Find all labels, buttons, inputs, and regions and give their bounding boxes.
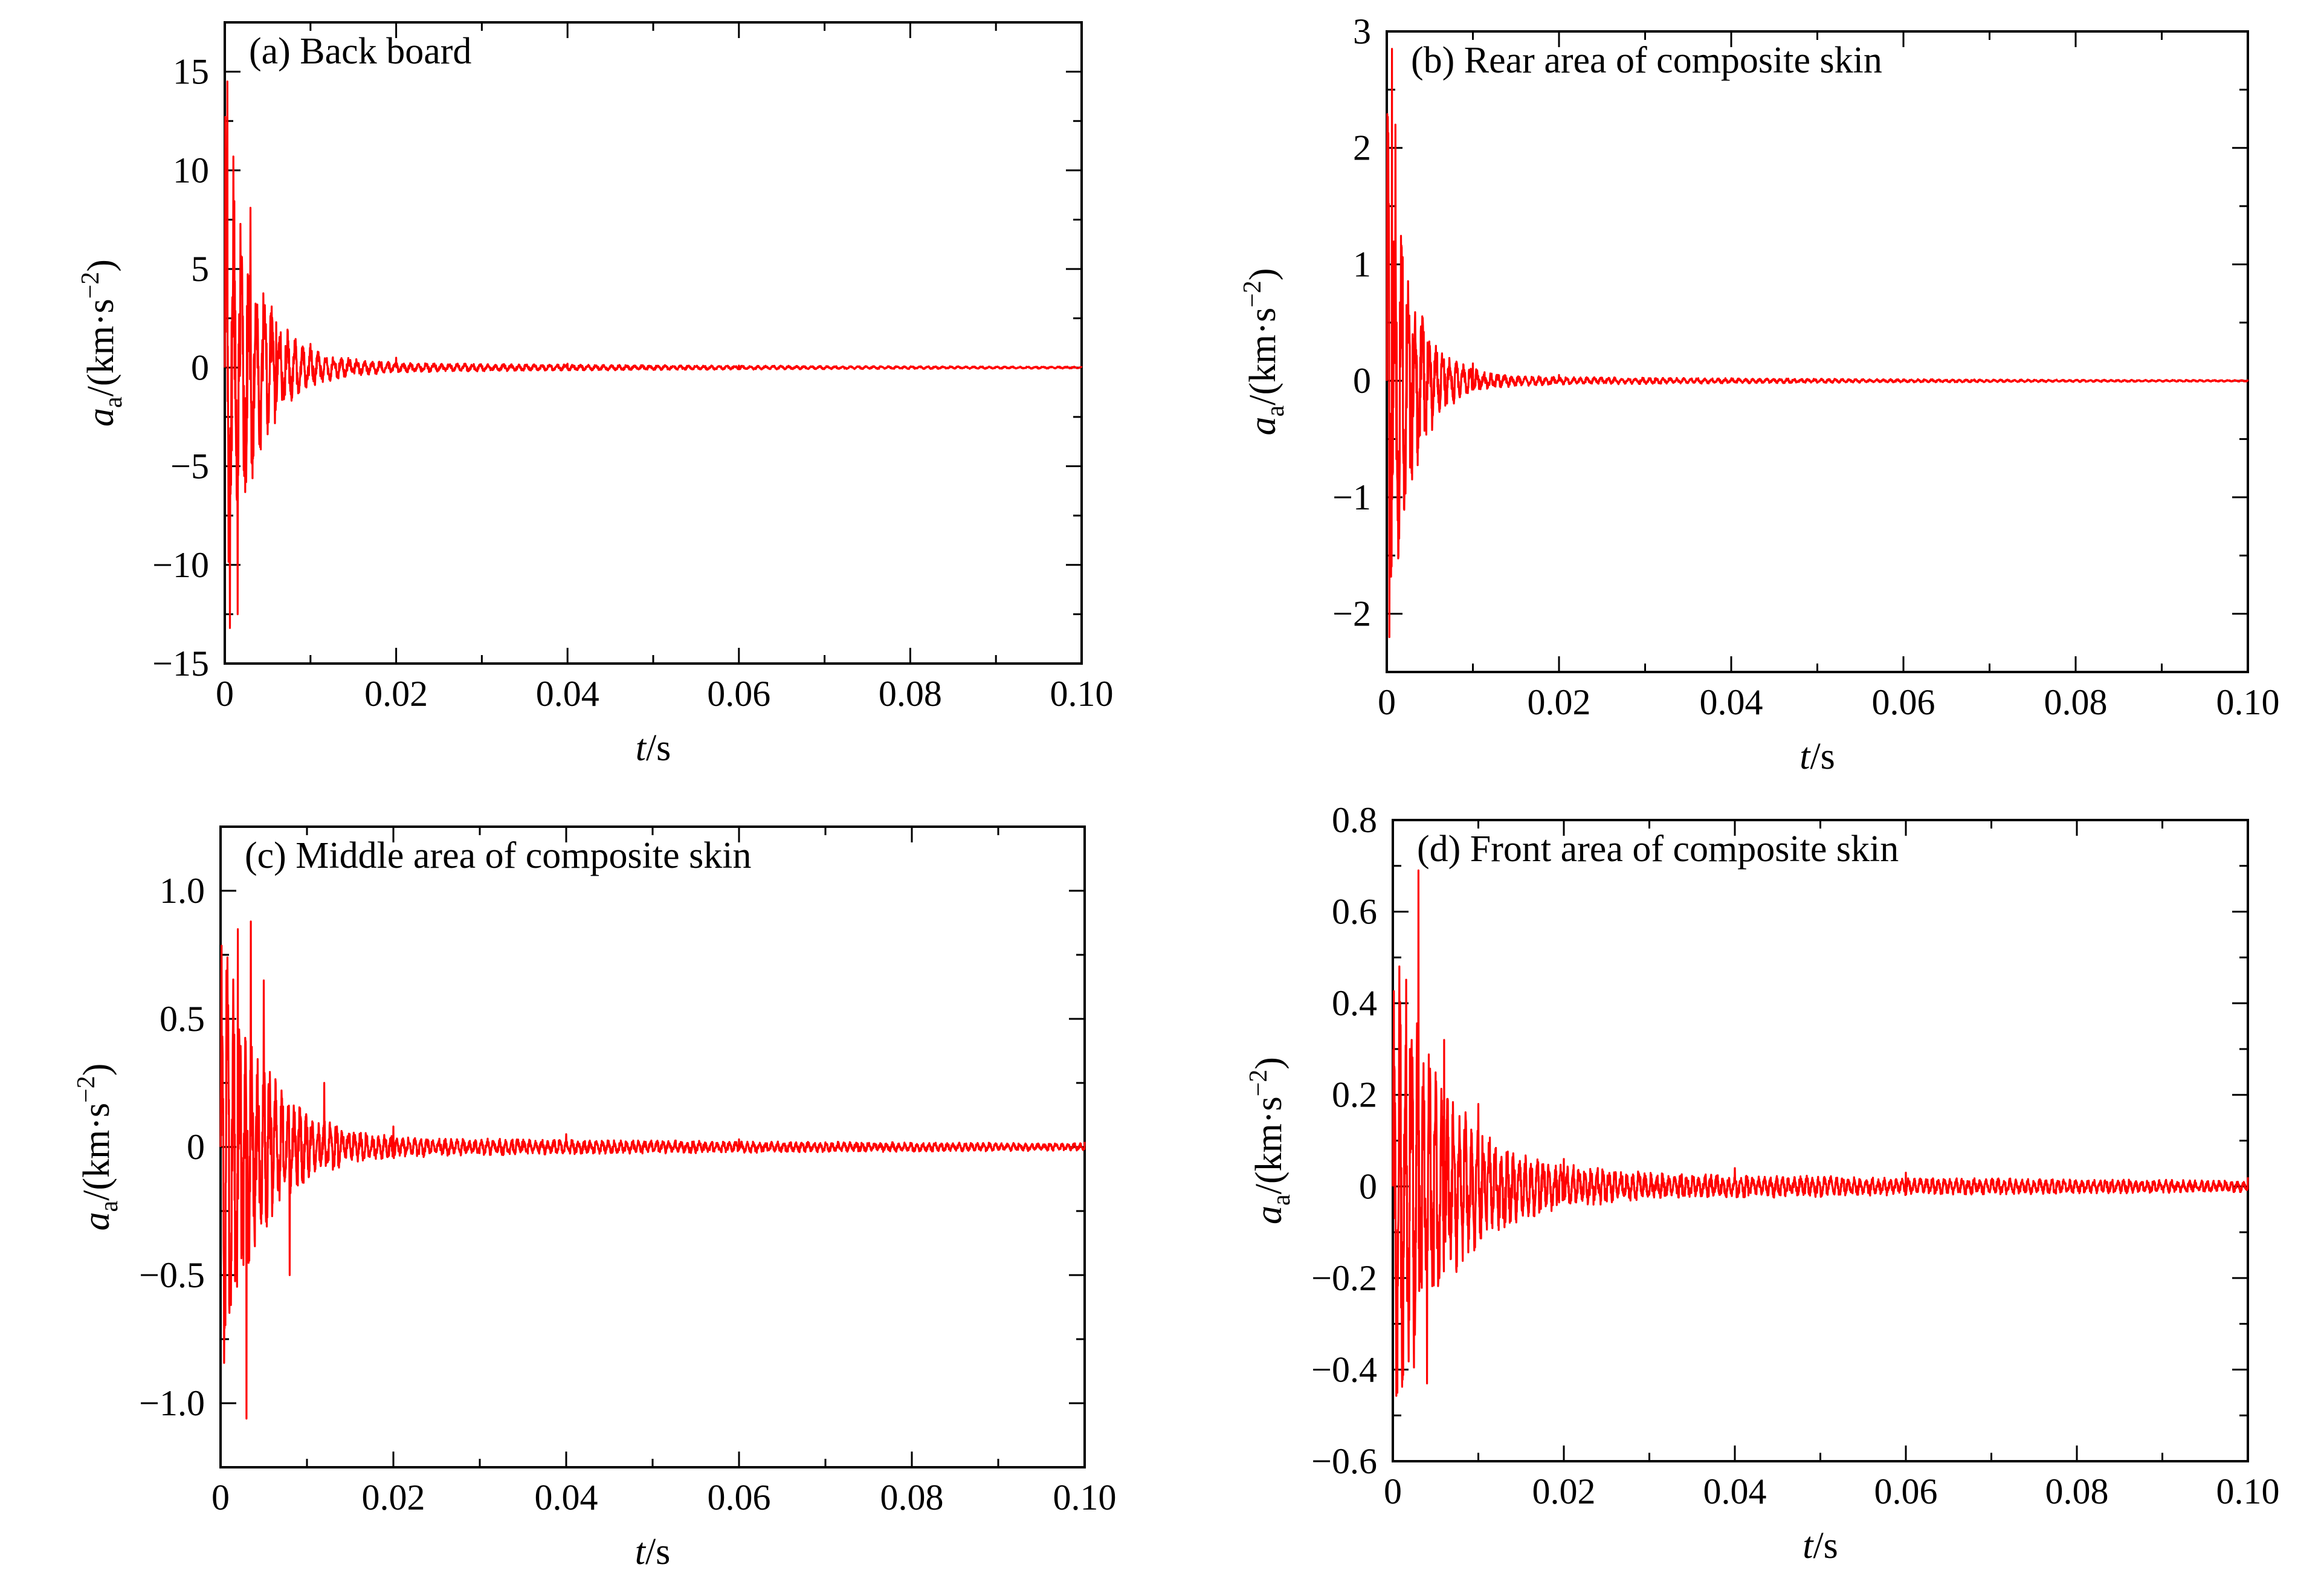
x-axis-label: t/s: [636, 728, 671, 769]
panel-label: (c) Middle area of composite skin: [245, 835, 751, 876]
panel-a: 0 0.02 0.04 0.06 0.08 0.10 −15 −10 −5 0 5 10 15 (a) B…: [77, 21, 1114, 769]
x-tick-label: 0.04: [535, 1478, 598, 1517]
x-axis-label: t/s: [1799, 736, 1835, 777]
x-tick-label: 0.06: [708, 1478, 771, 1517]
panel-c: 0 0.02 0.04 0.06 0.08 0.10 −1.0 −0.5 0 0.5 1.0 (c) …: [73, 825, 1117, 1570]
y-tick-label: −10: [152, 545, 209, 585]
y-tick-label: 0.5: [160, 999, 205, 1039]
x-tick-label: 0.10: [2216, 682, 2280, 722]
x-tick-label: 0.08: [879, 674, 942, 714]
x-tick-label: 0.10: [1050, 674, 1114, 714]
y-tick-label: −1.0: [139, 1383, 205, 1423]
y-axis-label: aa/(km·s−2): [73, 1064, 123, 1231]
y-tick-label: 0.6: [1332, 892, 1377, 932]
y-tick-label: 0: [1359, 1166, 1377, 1206]
y-tick-label: 0: [1353, 361, 1371, 401]
panel-label: (a) Back board: [249, 31, 471, 72]
x-tick-label: 0.06: [1874, 1471, 1938, 1511]
x-tick-label: 0: [211, 1478, 230, 1517]
y-tick-label: 0.8: [1332, 800, 1377, 840]
series-line: [224, 80, 1083, 629]
x-tick-label: 0: [1384, 1471, 1402, 1511]
x-tick-label: 0.08: [2044, 682, 2108, 722]
y-tick-label: 1.0: [160, 871, 205, 911]
y-axis-label: aa/(km·s−2): [1239, 268, 1289, 436]
x-tick-label: 0: [1378, 682, 1396, 722]
panel-label: (d) Front area of composite skin: [1417, 829, 1899, 870]
y-tick-label: −0.6: [1311, 1441, 1377, 1481]
panel-b: 0 0.02 0.04 0.06 0.08 0.10 −2 −1 0 1 2 3 (b) Rear ar…: [1239, 11, 2280, 777]
plot-frame: [224, 21, 1083, 665]
x-tick-label: 0.06: [1872, 682, 1935, 722]
y-tick-label: −0.2: [1311, 1258, 1377, 1298]
y-tick-label: −0.5: [139, 1255, 205, 1295]
x-tick-label: 0.02: [1528, 682, 1591, 722]
y-tick-label: −1: [1332, 477, 1371, 517]
x-tick-label: 0.10: [1053, 1478, 1117, 1517]
y-tick-label: 3: [1353, 11, 1371, 51]
plot-frame: [1386, 30, 2249, 673]
x-axis-label: t/s: [635, 1531, 671, 1570]
panel-label: (b) Rear area of composite skin: [1411, 40, 1882, 81]
y-tick-label: 0: [191, 347, 209, 387]
x-tick-label: 0.04: [536, 674, 599, 714]
x-tick-label: 0.02: [362, 1478, 425, 1517]
y-tick-label: −15: [152, 644, 209, 683]
series-line: [1386, 48, 2249, 638]
y-tick-label: 10: [173, 150, 209, 190]
x-tick-label: 0.02: [364, 674, 428, 714]
y-tick-label: 0.2: [1332, 1075, 1377, 1115]
series-line: [1392, 869, 2249, 1397]
y-tick-label: −5: [170, 447, 209, 486]
y-tick-label: 15: [173, 52, 209, 92]
y-tick-label: 1: [1353, 244, 1371, 284]
panel-d: 0 0.02 0.04 0.06 0.08 0.10 −0.6 −0.4 −0.2 0 0.2 0.4…: [1245, 800, 2280, 1566]
series-line: [219, 920, 1086, 1420]
y-tick-label: 0: [187, 1127, 205, 1167]
x-tick-label: 0.02: [1532, 1471, 1596, 1511]
x-tick-label: 0.06: [707, 674, 770, 714]
plot-frame: [1392, 819, 2249, 1462]
y-tick-label: 2: [1353, 128, 1371, 168]
x-tick-label: 0.04: [1703, 1471, 1767, 1511]
y-tick-label: −2: [1332, 594, 1371, 634]
y-axis-label: aa/(km·s−2): [1245, 1057, 1296, 1224]
x-tick-label: 0.10: [2216, 1471, 2280, 1511]
x-tick-label: 0: [216, 674, 234, 714]
y-axis-label: aa/(km·s−2): [77, 259, 127, 427]
x-axis-label: t/s: [1803, 1525, 1838, 1566]
y-tick-label: 0.4: [1332, 983, 1377, 1023]
y-tick-label: 5: [191, 249, 209, 289]
x-tick-label: 0.08: [880, 1478, 944, 1517]
x-tick-label: 0.04: [1700, 682, 1763, 722]
x-tick-label: 0.08: [2045, 1471, 2109, 1511]
y-tick-label: −0.4: [1311, 1349, 1377, 1389]
